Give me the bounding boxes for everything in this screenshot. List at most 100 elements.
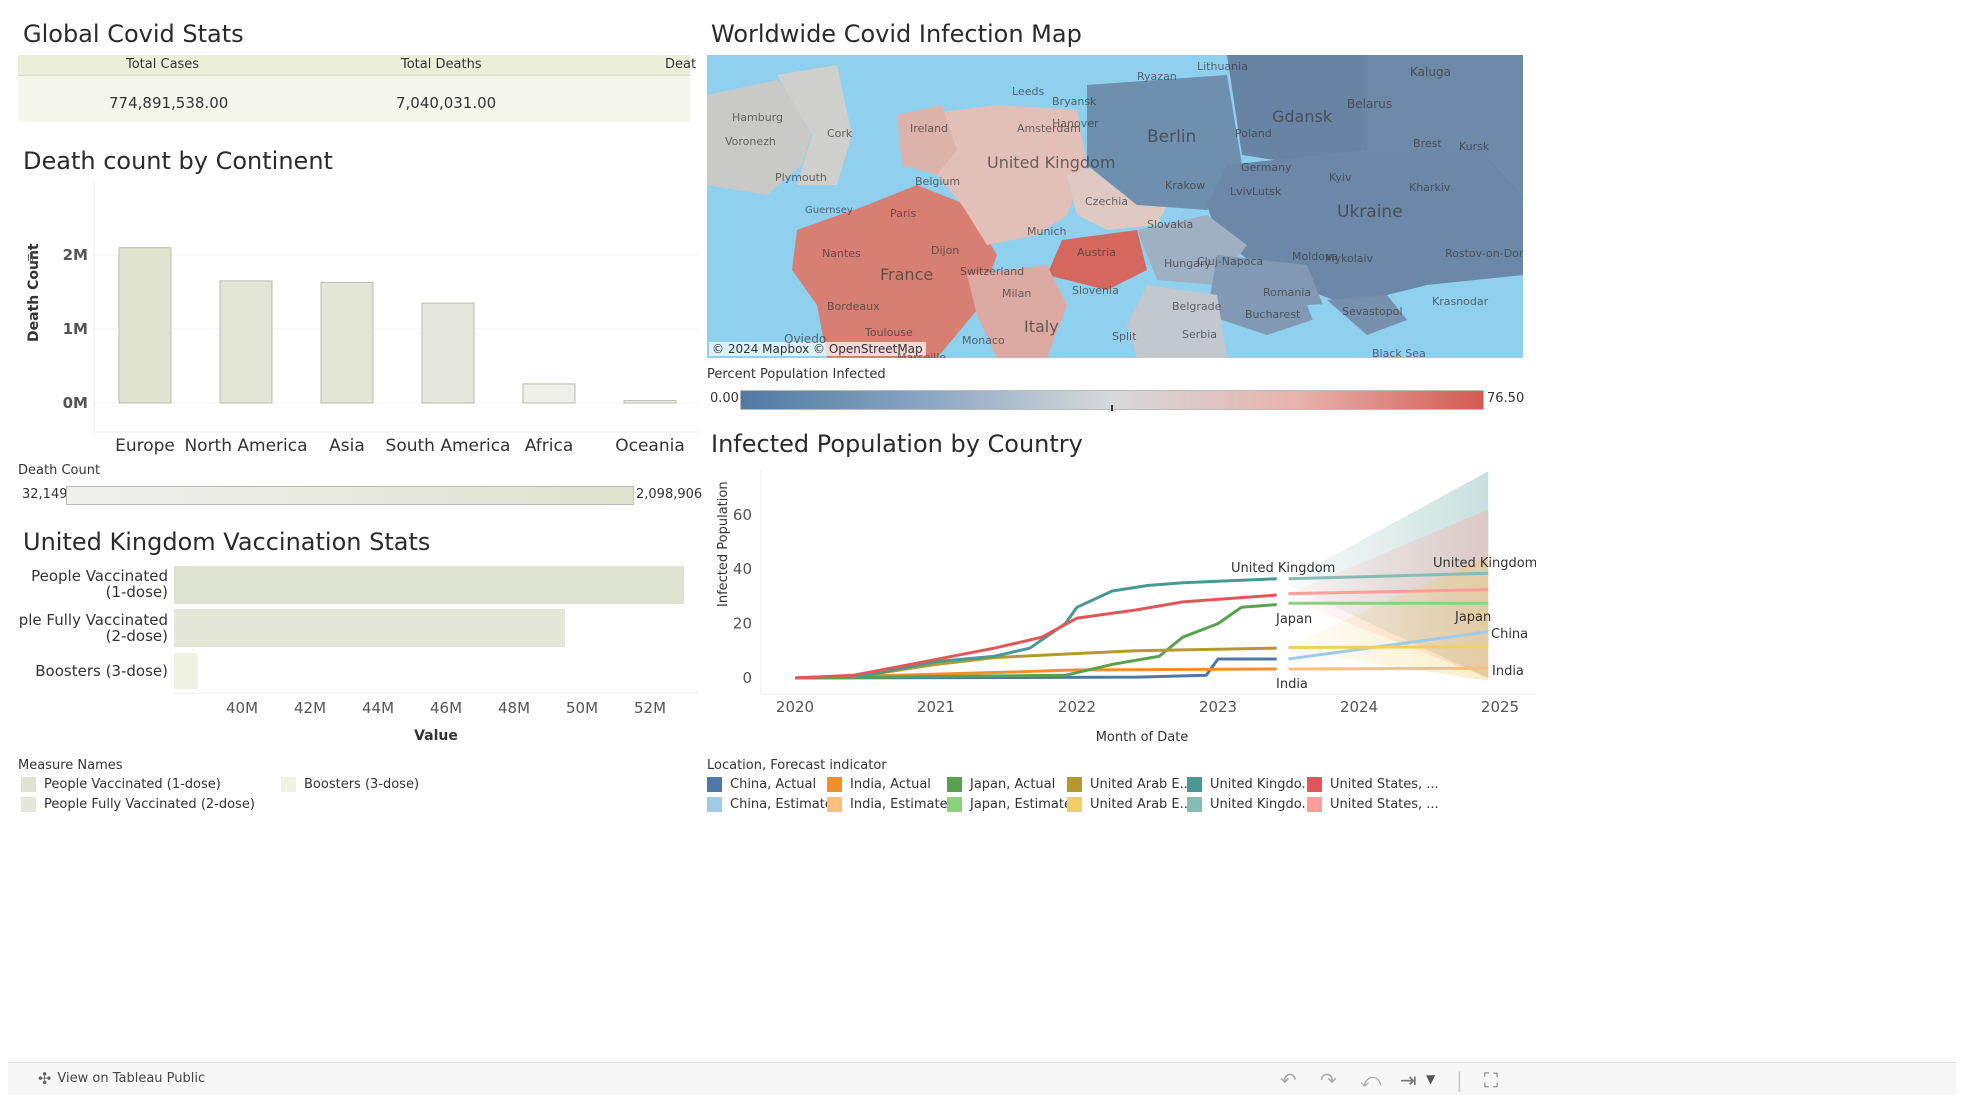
map-place-label: Amsterdam [1017, 122, 1081, 135]
bar-asia[interactable] [320, 281, 374, 404]
legend-item[interactable]: China, Estimate [707, 797, 833, 812]
x-tick-label: 2025 [1481, 698, 1519, 716]
x-tick-label: 2024 [1340, 698, 1378, 716]
legend-label: China, Estimate [730, 797, 833, 812]
map-place-label: Plymouth [775, 171, 827, 184]
legend-item[interactable]: United States, ... [1307, 777, 1439, 792]
chevron-down-icon[interactable]: ▼ [1426, 1072, 1436, 1086]
map-place-label: Lithuania [1197, 60, 1248, 73]
vaccination-bar[interactable] [174, 609, 565, 647]
bar-europe[interactable] [118, 247, 172, 404]
benelux-region [897, 105, 957, 175]
label-line: People Vaccinated [31, 567, 168, 585]
map-place-label: Hanover [1052, 117, 1099, 130]
infection-map[interactable]: © 2024 Mapbox © OpenStreetMap Lithuania K… [707, 55, 1523, 358]
legend-label: People Fully Vaccinated (2-dose) [44, 797, 255, 812]
balkans-region [1127, 285, 1227, 358]
fullscreen-icon[interactable]: ⛶ [1484, 1068, 1498, 1092]
legend-label: Boosters (3-dose) [304, 777, 420, 792]
legend-item[interactable]: United Kingdo... [1187, 797, 1314, 812]
uk-vaccination-chart[interactable]: People Vaccinated(1-dose) People Fully Va… [18, 555, 698, 750]
bar-north-america[interactable] [219, 280, 273, 404]
y-tick-label: 0 [742, 669, 752, 687]
undo-icon[interactable]: ↶ [1280, 1068, 1297, 1092]
series-line-india-estimate[interactable] [1288, 666, 1489, 671]
legend-item-boosters[interactable]: Boosters (3-dose) [281, 777, 419, 792]
category-label: Europe [115, 436, 175, 456]
annotation-china-estimate: China [1491, 627, 1528, 642]
infected-axis-title: Infected Population [716, 481, 731, 607]
vaccination-bar[interactable] [174, 566, 684, 604]
map-place-label: Dijon [931, 244, 960, 257]
legend-item[interactable]: United Kingdo... [1187, 777, 1314, 792]
map-place-label: Kursk [1459, 140, 1490, 153]
y-tick-label: 60 [733, 506, 752, 524]
map-place-label: Lviv [1230, 185, 1253, 198]
legend-item[interactable]: United States, ... [1307, 797, 1439, 812]
series-line-united-arab-emirates-estimate[interactable] [1288, 645, 1489, 650]
map-place-label: Belgium [915, 175, 961, 188]
x-tick-label: 44M [362, 699, 394, 717]
map-place-label: Voronezh [725, 135, 776, 148]
legend-item[interactable]: Japan, Actual [947, 777, 1055, 792]
map-place-label: Kharkiv [1409, 181, 1451, 194]
view-on-tableau-link[interactable]: ✣ View on Tableau Public [38, 1069, 205, 1088]
series-line-united-states-estimate[interactable] [1288, 588, 1489, 596]
legend-swatch [21, 797, 36, 812]
bar-africa[interactable] [522, 383, 576, 404]
austria-region [1047, 230, 1147, 290]
annotation-japan-estimate: Japan [1454, 610, 1491, 625]
map-place-label: Czechia [1085, 195, 1129, 208]
annotation-uk-estimate: United Kingdom [1433, 556, 1536, 571]
series-line-india-actual[interactable] [794, 667, 1277, 680]
infected-population-chart[interactable]: 0 20 40 60 2020 2021 2022 2023 2024 2025 Infecte… [707, 460, 1536, 750]
legend-swatch [827, 777, 842, 792]
legend-swatch [947, 777, 962, 792]
death-legend-min: 32,149 [22, 487, 68, 502]
bar-south-america[interactable] [421, 302, 475, 404]
series-line-united-states-actual[interactable] [794, 593, 1277, 680]
legend-label: Japan, Estimate [970, 797, 1072, 812]
series-line-united-kingdom-estimate[interactable] [1288, 571, 1489, 581]
map-place-label: Oviedo [784, 332, 827, 346]
map-place-label: Nantes [822, 247, 861, 260]
value-axis-title: Value [414, 728, 458, 744]
legend-item[interactable]: China, Actual [707, 777, 816, 792]
map-place-label: Slovenia [1072, 284, 1119, 297]
legend-item[interactable]: Japan, Estimate [947, 797, 1072, 812]
legend-item[interactable]: India, Actual [827, 777, 931, 792]
series-line-china-actual[interactable] [794, 657, 1277, 680]
map-place-label: Black Sea [1372, 347, 1426, 358]
category-label: North America [184, 436, 307, 456]
map-attribution[interactable]: © 2024 Mapbox © OpenStreetMap [709, 342, 926, 356]
legend-item-1-dose[interactable]: People Vaccinated (1-dose) [21, 777, 221, 792]
map-place-label: Rostov-on-Don [1445, 247, 1523, 260]
legend-item-2-dose[interactable]: People Fully Vaccinated (2-dose) [21, 797, 255, 812]
map-place-label: Sevastopol [1342, 305, 1403, 318]
infected-legend-title: Location, Forecast indicator [707, 758, 887, 773]
legend-swatch [707, 777, 722, 792]
revert-icon[interactable]: ⤺ [1360, 1068, 1382, 1092]
vaccination-bar[interactable] [174, 653, 198, 689]
legend-label: Japan, Actual [970, 777, 1056, 792]
redo-icon[interactable]: ↷ [1320, 1068, 1337, 1092]
map-place-label: Kaluga [1410, 65, 1451, 79]
map-place-label: Berlin [1147, 127, 1197, 147]
death-by-continent-chart[interactable]: 0M 1M 2M Europe North America Asia South Amer… [18, 180, 698, 460]
legend-item[interactable]: India, Estimate [827, 797, 948, 812]
romania-region [1207, 255, 1327, 335]
map-legend-title: Percent Population Infected [707, 367, 886, 382]
series-line-china-estimate[interactable] [1288, 630, 1489, 661]
x-tick-label: 2022 [1058, 698, 1096, 716]
series-line-japan-actual[interactable] [794, 603, 1277, 680]
bar-oceania[interactable] [623, 400, 677, 404]
legend-swatch [1187, 797, 1202, 812]
share-icon[interactable]: ⇥ [1400, 1068, 1417, 1092]
month-axis-title: Month of Date [1096, 730, 1189, 745]
x-tick-label: 2020 [776, 698, 814, 716]
map-place-label: Switzerland [960, 265, 1025, 278]
legend-item[interactable]: United Arab E... [1067, 797, 1192, 812]
legend-item[interactable]: United Arab E... [1067, 777, 1192, 792]
sort-icon[interactable]: ≡ [24, 253, 37, 262]
global-stats-table[interactable]: Total Cases Total Deaths Deat 774,891,53… [18, 55, 696, 122]
